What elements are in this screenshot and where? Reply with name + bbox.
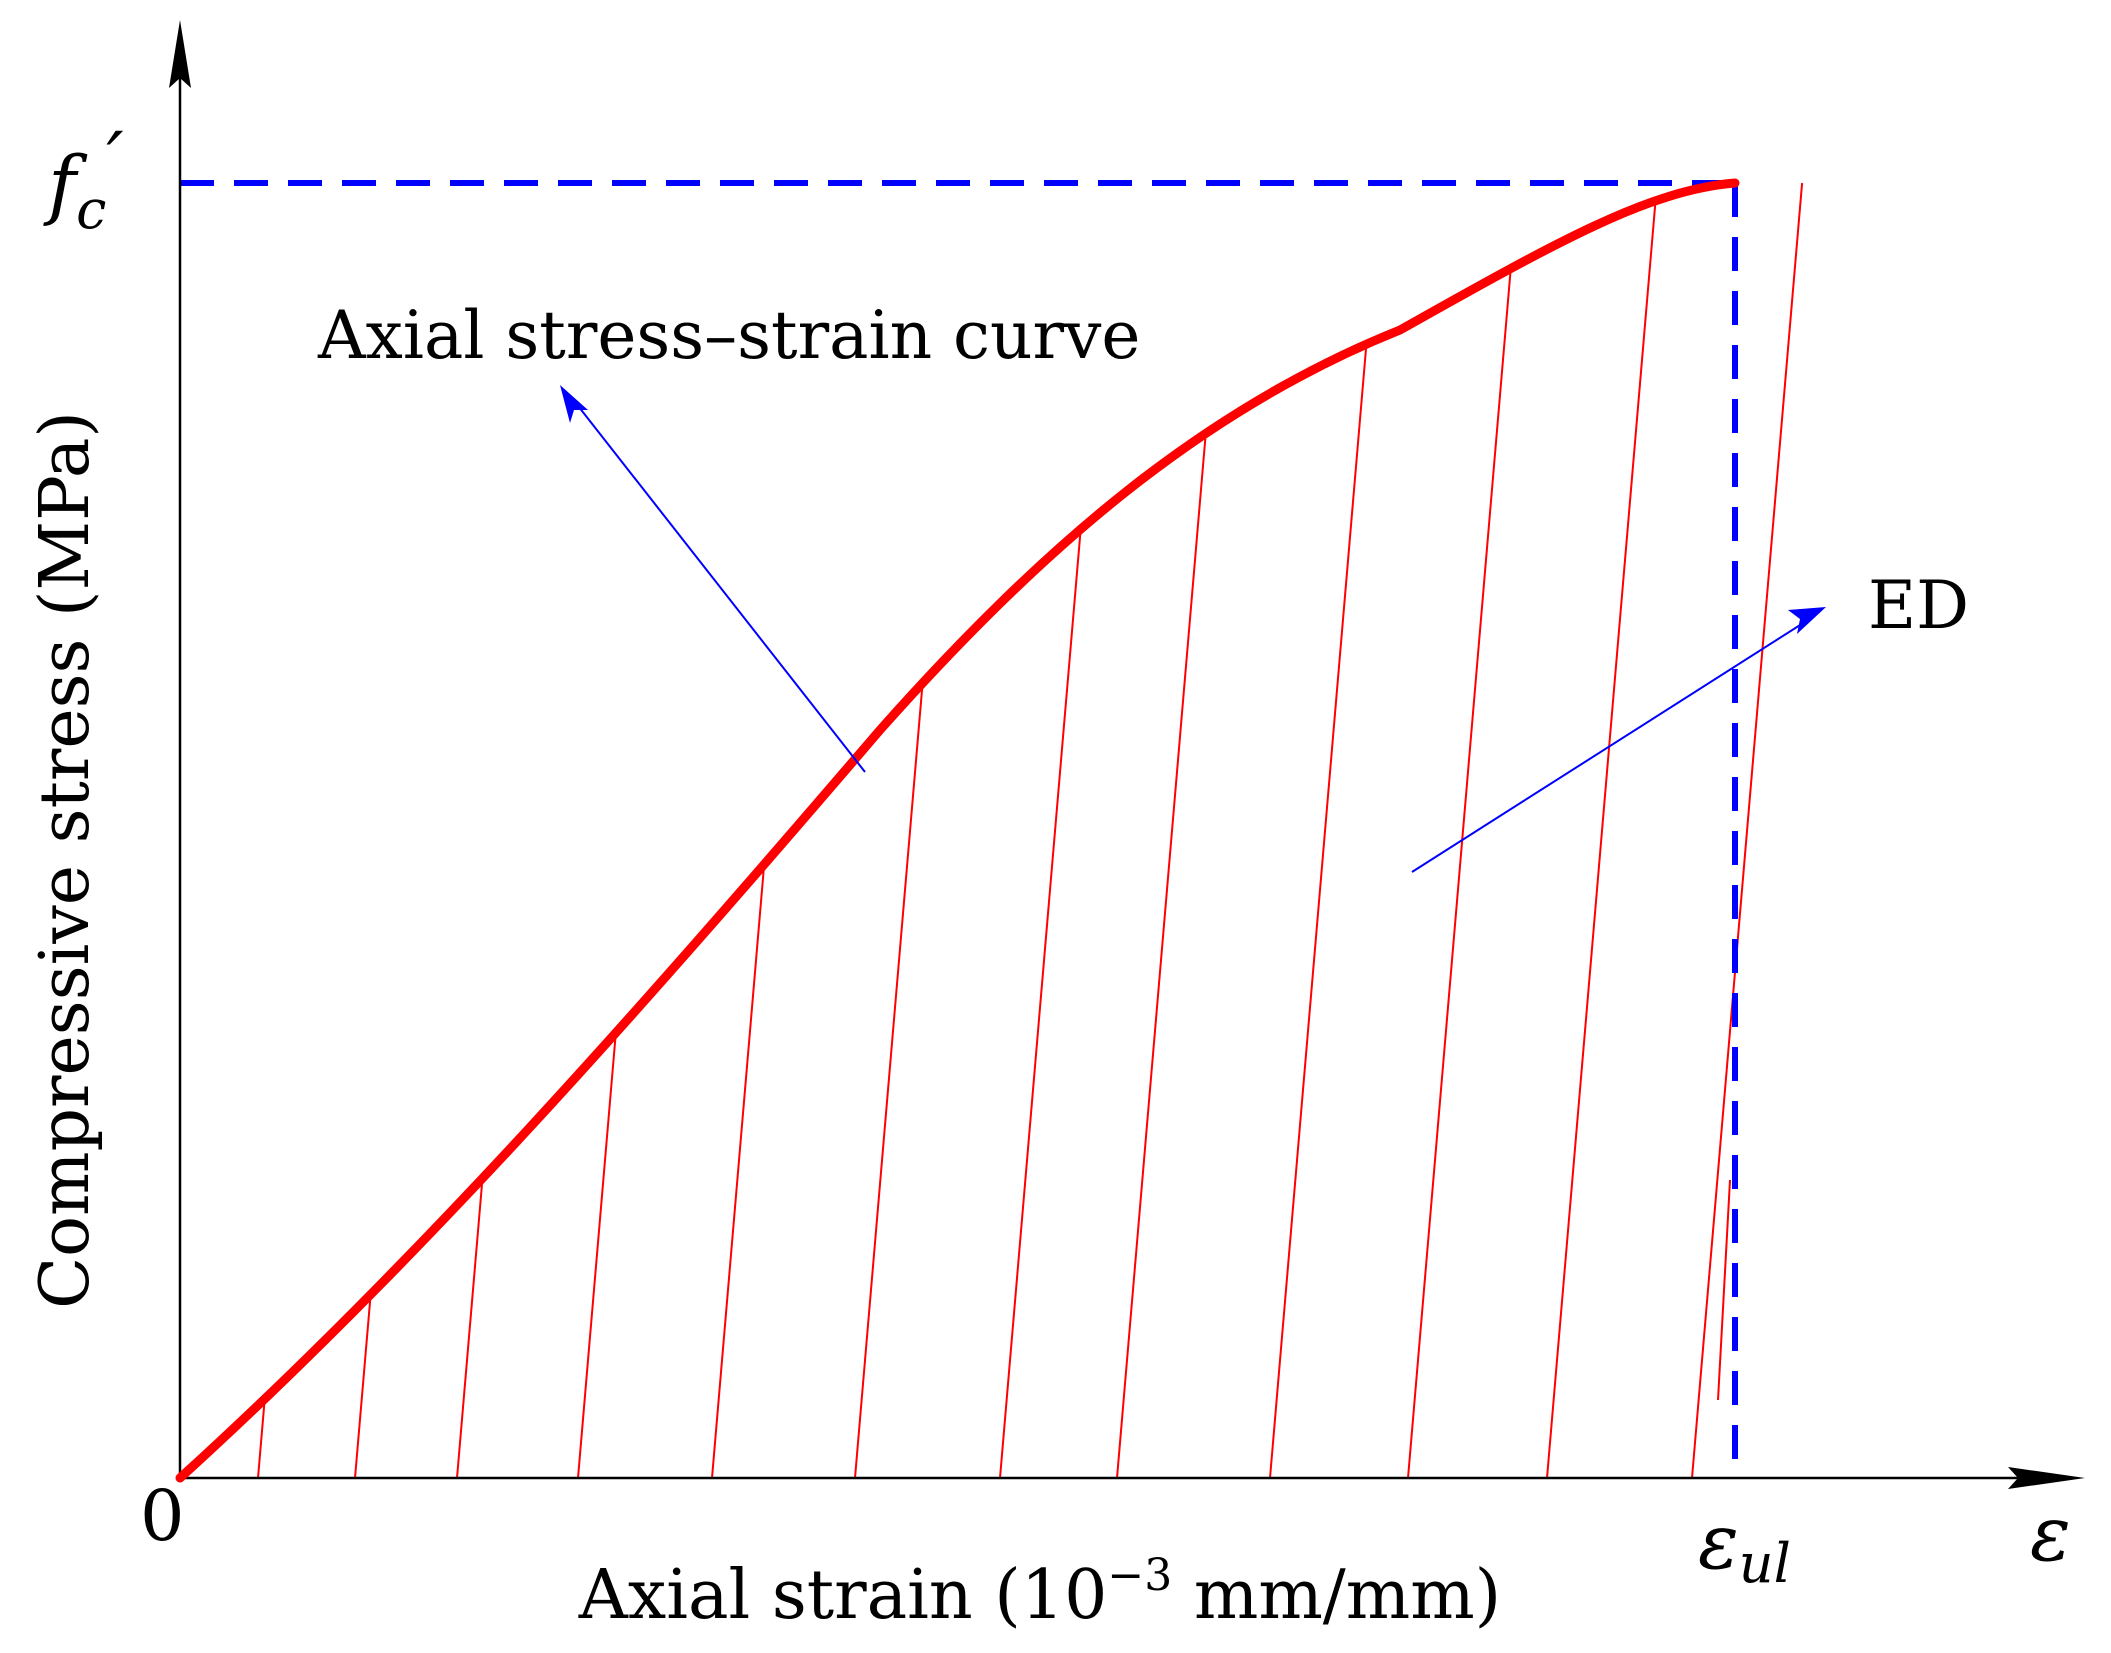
hatch-line	[1116, 432, 1207, 1479]
x-axis-title-exponent: −3	[1107, 1550, 1172, 1601]
peak-stress-sub: c	[76, 178, 106, 241]
arrowhead-icon	[560, 385, 588, 423]
stress-strain-curve	[175, 178, 1740, 1483]
ultimate-strain-sub: ul	[1739, 1532, 1791, 1595]
hatch-lines	[257, 182, 1804, 1479]
hatch-line	[854, 682, 924, 1479]
hatch-line	[711, 863, 766, 1479]
area-annotation-label: ED	[1868, 567, 1969, 644]
origin-label: 0	[140, 1475, 185, 1557]
arrowhead-icon	[1788, 607, 1826, 634]
hatch-line	[1691, 182, 1804, 1479]
arrowhead-up-icon	[169, 20, 191, 88]
hatch-line	[354, 1294, 372, 1479]
y-axis-title: Compressive stress (MPa)	[26, 411, 105, 1309]
x-axis-title-prefix: Axial strain (10	[578, 1556, 1108, 1635]
x-axis-symbol: ε	[2030, 1489, 2071, 1578]
hatch-line	[1546, 199, 1657, 1479]
area-leader-line	[1411, 619, 1809, 873]
peak-stress-label: fc′	[43, 115, 124, 241]
arrowhead-right-icon	[2008, 1467, 2085, 1489]
ultimate-strain-label: εul	[1698, 1497, 1791, 1595]
hatch-line	[999, 528, 1082, 1479]
hatch-line	[1269, 342, 1368, 1479]
hatch-line	[257, 1397, 266, 1479]
hatch-line	[577, 1031, 617, 1479]
hatch-line	[1407, 267, 1512, 1479]
hatch-line	[456, 1176, 484, 1479]
x-axis-title: Axial strain (10−3 mm/mm)	[578, 1550, 1501, 1635]
peak-stress-prime: ′	[106, 115, 123, 204]
ultimate-strain-base: ε	[1698, 1497, 1739, 1586]
curve-leader-line	[574, 401, 866, 773]
curve-annotation-label: Axial stress–strain curve	[317, 297, 1140, 374]
hatch-line	[1717, 1179, 1731, 1401]
x-axis-title-suffix: mm/mm)	[1172, 1556, 1501, 1635]
